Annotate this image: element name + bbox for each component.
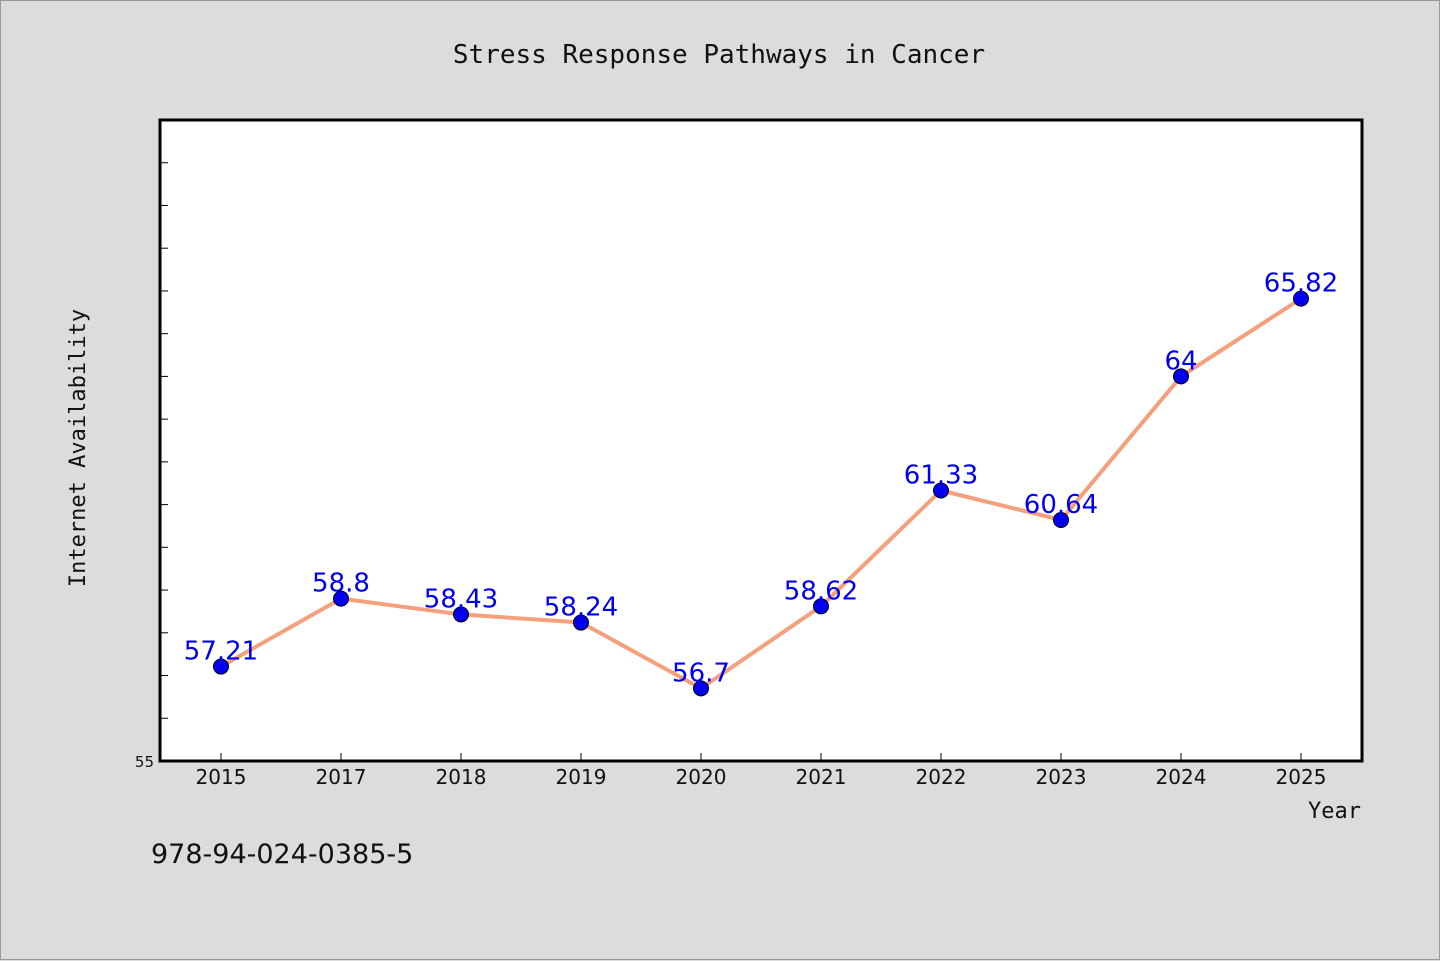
data-label: 58.8 bbox=[312, 569, 370, 599]
data-point bbox=[693, 680, 709, 697]
y-tick-label: 55 bbox=[135, 753, 154, 771]
x-tick-label: 2015 bbox=[196, 765, 247, 789]
data-label: 61.33 bbox=[904, 460, 978, 490]
data-point bbox=[213, 658, 229, 675]
data-point bbox=[1053, 511, 1069, 528]
y-axis-ticks bbox=[160, 162, 168, 719]
y-axis-label: Internet Availability bbox=[66, 309, 91, 587]
data-labels: 57.21 58.8 58.43 58.24 56.7 58.62 61.33 60.64 64… bbox=[184, 269, 1338, 689]
chart-title: Stress Response Pathways in Cancer bbox=[453, 40, 985, 70]
x-tick-label: 2021 bbox=[796, 765, 847, 789]
isbn-text: 978-94-024-0385-5 bbox=[151, 839, 413, 870]
data-point bbox=[1173, 368, 1189, 385]
data-point bbox=[453, 606, 469, 623]
data-label: 58.62 bbox=[784, 576, 858, 606]
x-tick-label: 2018 bbox=[436, 765, 487, 789]
data-label: 57.21 bbox=[184, 637, 258, 667]
x-axis-label: Year bbox=[1308, 799, 1361, 824]
data-point bbox=[933, 482, 949, 499]
data-points bbox=[213, 290, 1309, 697]
x-tick-label: 2020 bbox=[676, 765, 727, 789]
data-point bbox=[333, 590, 349, 607]
data-label: 64 bbox=[1164, 346, 1197, 376]
plot-area bbox=[158, 118, 1364, 763]
data-label: 58.43 bbox=[424, 584, 498, 614]
x-tick-label: 2019 bbox=[556, 765, 607, 789]
series-line bbox=[220, 296, 1303, 691]
x-tick-label: 2023 bbox=[1036, 765, 1087, 789]
data-label: 60.64 bbox=[1024, 490, 1098, 520]
data-point bbox=[1293, 290, 1309, 307]
data-label: 65.82 bbox=[1264, 269, 1338, 299]
x-tick-label: 2017 bbox=[316, 765, 367, 789]
x-axis-ticks: 2015 2017 2018 2019 2020 2021 2022 2023 2024 2025 bbox=[196, 753, 1327, 789]
x-tick-label: 2025 bbox=[1276, 765, 1327, 789]
data-point bbox=[813, 598, 829, 615]
data-point bbox=[573, 614, 589, 631]
x-tick-label: 2022 bbox=[916, 765, 967, 789]
series-line-group bbox=[220, 296, 1303, 691]
x-tick-label: 2024 bbox=[1156, 765, 1207, 789]
data-label: 58.24 bbox=[544, 593, 618, 623]
data-label: 56.7 bbox=[672, 658, 730, 688]
